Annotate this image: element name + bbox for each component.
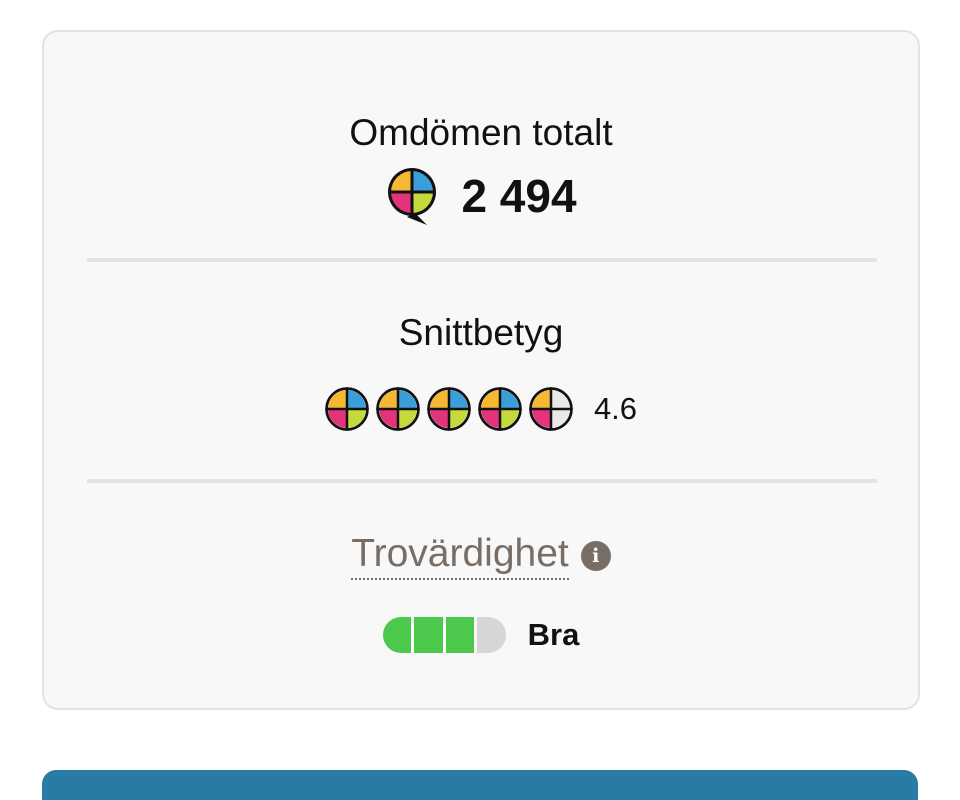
info-icon[interactable]: i <box>580 541 611 571</box>
trust-segment <box>382 617 412 653</box>
reviews-count: 2 494 <box>461 170 577 222</box>
speech-bubble-logo-icon <box>388 168 437 225</box>
rating-circle-icon <box>376 387 420 431</box>
trust-segment <box>477 617 506 653</box>
divider <box>87 258 877 262</box>
rating-circle-icon <box>325 387 369 431</box>
rating-value: 4.6 <box>593 391 638 426</box>
rating-circle-icon <box>529 387 573 431</box>
reviews-summary-card: Omdömen totalt 2 494 Snittbetyg 4.6 Trov… <box>42 30 920 710</box>
average-rating: 4.6 <box>44 387 918 431</box>
trust-label: Bra <box>527 617 580 652</box>
rating-circle-icon <box>478 387 522 431</box>
trust-segment <box>445 617 475 653</box>
reviews-total-title: Omdömen totalt <box>349 112 613 153</box>
bottom-action-button[interactable] <box>42 770 918 800</box>
divider <box>87 479 877 483</box>
trust-segment <box>414 617 443 653</box>
trust-title[interactable]: Trovärdighet <box>351 532 569 580</box>
average-rating-title: Snittbetyg <box>398 312 564 353</box>
trust-level-bar <box>382 617 506 653</box>
rating-circle-icon <box>427 387 471 431</box>
